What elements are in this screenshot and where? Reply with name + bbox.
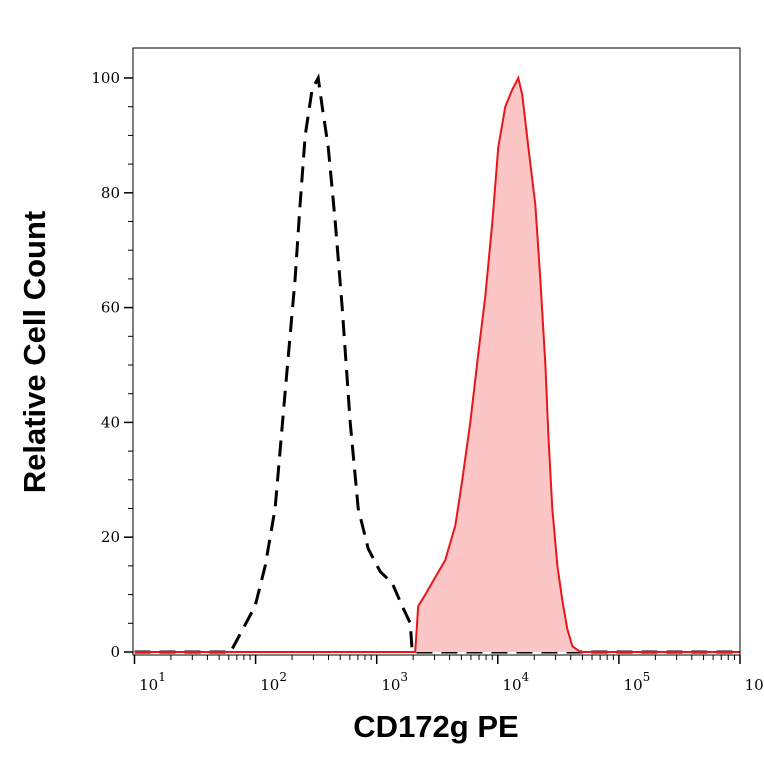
series-line-stained <box>134 75 740 653</box>
y-axis-label: Relative Cell Count <box>17 211 52 494</box>
y-tick-label: 100 <box>91 69 120 87</box>
y-tick-label: 60 <box>101 299 120 317</box>
x-tick-label: 103 <box>381 670 408 694</box>
series-area-fill <box>134 78 740 652</box>
y-tick-label: 40 <box>101 413 120 431</box>
x-tick-label: 101 <box>139 670 166 694</box>
y-tick-label: 20 <box>101 528 120 546</box>
y-tick-label: 0 <box>110 643 120 661</box>
x-axis-label: CD172g PE <box>353 709 518 744</box>
y-tick-label: 80 <box>101 184 120 202</box>
series-line-control <box>134 73 740 654</box>
x-tick-label: 105 <box>624 670 651 694</box>
x-tick-label: 104 <box>502 670 529 694</box>
plot-frame <box>132 47 741 656</box>
x-tick-label: 102 <box>260 670 287 694</box>
x-tick-label: 106 <box>745 670 764 694</box>
